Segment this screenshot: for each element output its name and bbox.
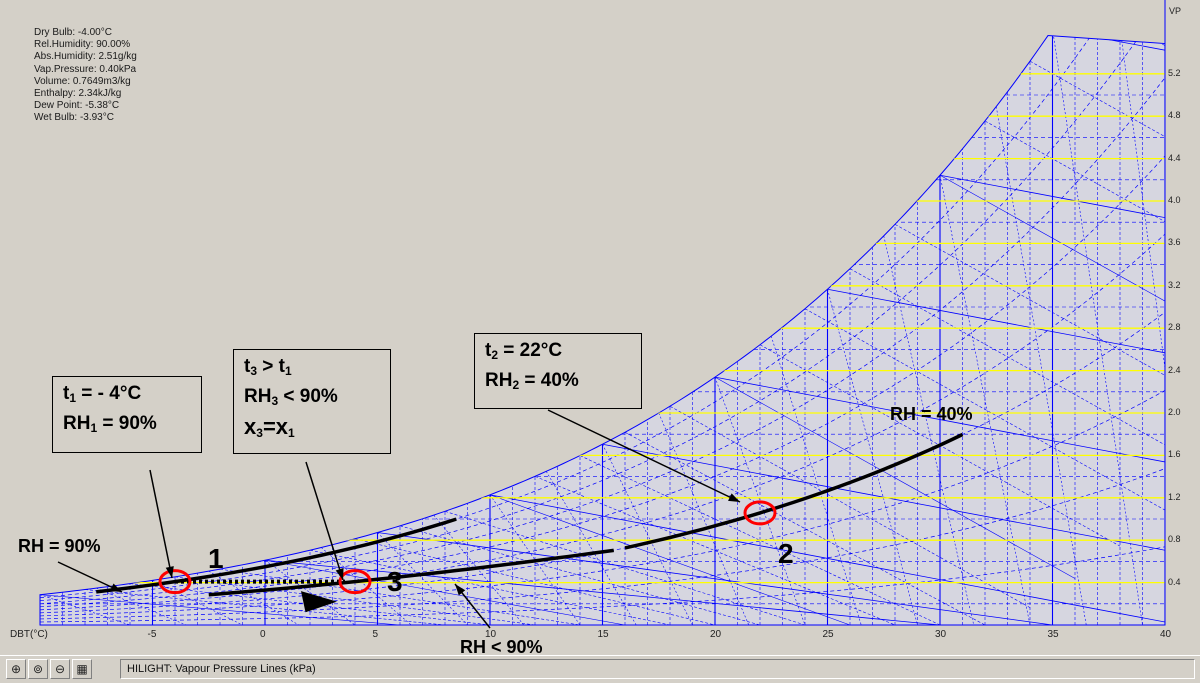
- y-tick-label: 2.4: [1168, 365, 1181, 375]
- zoom-out-button[interactable]: ⊖: [50, 659, 70, 679]
- x-tick-label: -5: [148, 629, 157, 640]
- y-tick-label: 0.8: [1168, 534, 1181, 544]
- x-tick-label: 20: [710, 629, 721, 640]
- point-2-label: 2: [778, 538, 794, 570]
- hilight-status: HILIGHT: Vapour Pressure Lines (kPa): [120, 659, 1195, 679]
- y-tick-label: 4.4: [1168, 153, 1181, 163]
- chart-settings-button[interactable]: ▦: [72, 659, 92, 679]
- y-tick-label: 1.6: [1168, 449, 1181, 459]
- zoom-in-icon: ⊕: [11, 662, 21, 676]
- x-tick-label: 0: [260, 629, 266, 640]
- point-3-label: 3: [387, 566, 403, 598]
- y-axis-label: VP: [1169, 6, 1181, 16]
- y-tick-label: 2.0: [1168, 407, 1181, 417]
- rh-40-label: RH = 40%: [890, 404, 973, 425]
- x-tick-label: 30: [935, 629, 946, 640]
- status-bar: ⊕ ⊚ ⊖ ▦ HILIGHT: Vapour Pressure Lines (…: [0, 655, 1200, 683]
- y-tick-label: 2.8: [1168, 322, 1181, 332]
- x-tick-label: 40: [1160, 629, 1171, 640]
- y-tick-label: 3.2: [1168, 280, 1181, 290]
- volume-readout: Volume: 0.7649m3/kg: [34, 76, 137, 88]
- y-tick-label: 0.4: [1168, 577, 1181, 587]
- point-1-label: 1: [208, 543, 224, 575]
- zoom-out-icon: ⊖: [55, 662, 65, 676]
- state-2-box: t2 = 22°C RH2 = 40%: [474, 333, 642, 409]
- y-tick-label: 4.8: [1168, 110, 1181, 120]
- box1-arrow: [150, 470, 172, 578]
- grid-lines: [40, 0, 1200, 625]
- state-1-box: t1 = - 4°C RH1 = 90%: [52, 376, 202, 453]
- rel-humidity-readout: Rel.Humidity: 90.00%: [34, 39, 137, 51]
- x-tick-label: 15: [598, 629, 609, 640]
- state-readout: Dry Bulb: -4.00°C Rel.Humidity: 90.00% A…: [34, 27, 137, 125]
- rh-90-label: RH = 90%: [18, 536, 101, 557]
- chart-settings-icon: ▦: [76, 662, 87, 676]
- dew-point-readout: Dew Point: -5.38°C: [34, 100, 137, 112]
- y-tick-label: 4.0: [1168, 195, 1181, 205]
- volume-line: [1165, 0, 1200, 625]
- y-tick-label: 1.2: [1168, 492, 1181, 502]
- dry-bulb-readout: Dry Bulb: -4.00°C: [34, 27, 137, 39]
- x-tick-label: 5: [373, 629, 379, 640]
- chart-canvas[interactable]: [0, 0, 1200, 655]
- x-axis-label: DBT(°C): [10, 629, 48, 640]
- zoom-in-button[interactable]: ⊕: [6, 659, 26, 679]
- x-tick-label: 25: [823, 629, 834, 640]
- psychrometric-chart[interactable]: Dry Bulb: -4.00°C Rel.Humidity: 90.00% A…: [0, 0, 1200, 655]
- enthalpy-readout: Enthalpy: 2.34kJ/kg: [34, 88, 137, 100]
- zoom-extents-icon: ⊚: [33, 662, 43, 676]
- y-tick-label: 3.6: [1168, 237, 1181, 247]
- x-tick-label: 35: [1048, 629, 1059, 640]
- abs-humidity-readout: Abs.Humidity: 2.51g/kg: [34, 51, 137, 63]
- state-3-box: t3 > t1 RH3 < 90% x3=x1: [233, 349, 391, 454]
- y-tick-label: 5.2: [1168, 68, 1181, 78]
- zoom-extents-button[interactable]: ⊚: [28, 659, 48, 679]
- wet-bulb-readout: Wet Bulb: -3.93°C: [34, 112, 137, 124]
- vap-pressure-readout: Vap.Pressure: 0.40kPa: [34, 64, 137, 76]
